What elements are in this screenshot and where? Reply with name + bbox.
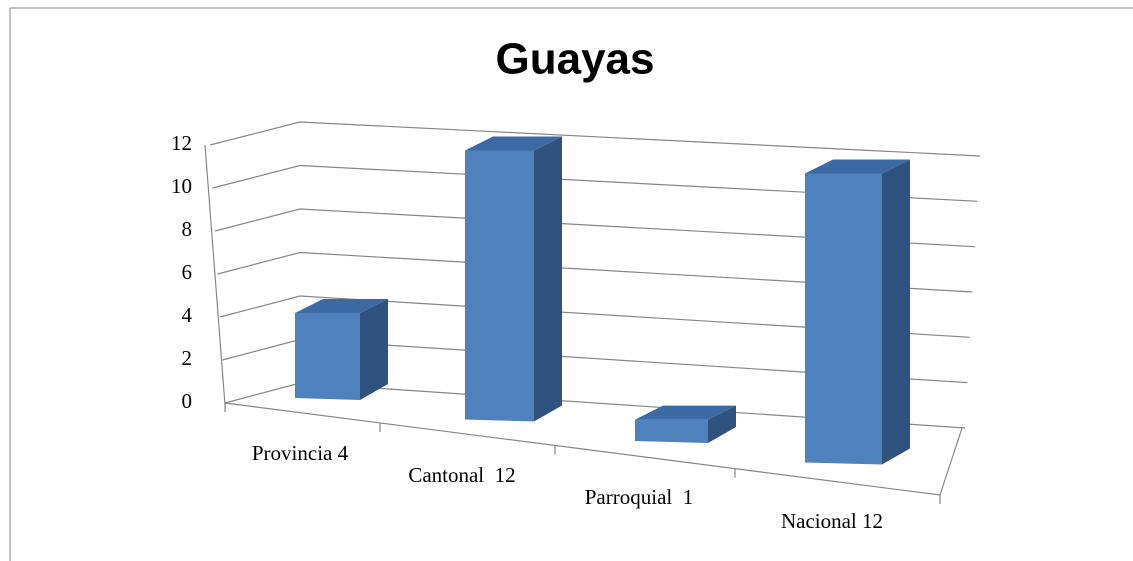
chart-title: Guayas <box>496 35 655 84</box>
bar-front <box>295 313 360 400</box>
bar-top <box>295 299 388 313</box>
y-tick-label: 6 <box>182 260 193 284</box>
y-tick-label: 0 <box>182 389 193 413</box>
grid-line <box>212 164 978 202</box>
bar-top <box>635 405 736 420</box>
x-tick-label: Provincia 4 <box>252 441 349 465</box>
y-axis <box>204 144 226 406</box>
bar-front <box>805 173 882 465</box>
x-tick-label: Nacional 12 <box>781 509 883 533</box>
y-tick-label: 2 <box>182 346 193 370</box>
x-tick-label: Parroquial 1 <box>585 485 693 509</box>
x-tick-label: Cantonal 12 <box>408 463 515 487</box>
bar <box>805 159 910 465</box>
y-tick-label: 4 <box>182 303 193 327</box>
bar-front <box>465 150 534 422</box>
bar-side <box>534 136 562 422</box>
bar-front <box>635 419 708 443</box>
y-tick-label: 12 <box>171 131 192 155</box>
grid-line <box>217 251 973 293</box>
bar-top <box>465 136 562 151</box>
y-tick-label: 8 <box>182 217 193 241</box>
bar <box>465 136 562 422</box>
y-tick-label: 10 <box>171 174 192 198</box>
bar-side <box>708 405 736 443</box>
grid-line <box>214 208 976 248</box>
bar <box>295 299 388 400</box>
bar-top <box>805 159 910 174</box>
grid-line <box>219 295 971 338</box>
bar <box>635 405 736 443</box>
grid-line <box>209 121 981 157</box>
bar-side <box>360 299 388 400</box>
bar-side <box>882 159 910 465</box>
